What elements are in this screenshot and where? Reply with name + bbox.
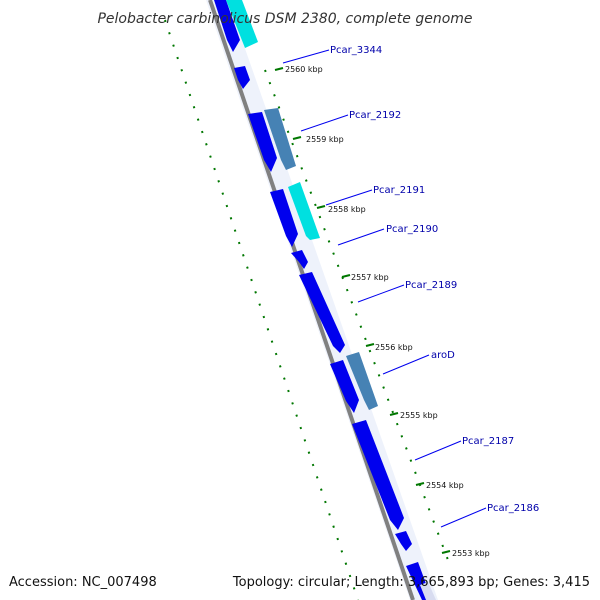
leader-line [337,228,385,246]
leader-line [382,354,430,375]
gene-labels: Pcar_3344 Pcar_2192 Pcar_2191 Pcar_2190 … [330,45,539,514]
kbp-label: 2557 kbp [351,273,389,282]
inner-dotted-ring [264,69,449,561]
leader-line [282,49,330,64]
gene-arrow-forward [270,189,298,247]
kbp-tick [316,205,326,209]
kbp-label: 2559 kbp [306,135,344,144]
kbp-tick [274,67,284,71]
kbp-label: 2554 kbp [426,481,464,490]
gene-label-pcar-2190[interactable]: Pcar_2190 [386,224,438,235]
gene-arrow-reverse [288,182,320,240]
gene-arrow-forward [234,66,250,89]
gene-label-pcar-3344[interactable]: Pcar_3344 [330,45,382,56]
leader-line [300,114,349,132]
accession-text: Accession: NC_007498 [9,575,157,590]
kbp-label: 2556 kbp [375,343,413,352]
kbp-tick [441,550,451,554]
kbp-tick-labels: 2560 kbp 2559 kbp 2558 kbp 2557 kbp 2556… [285,65,490,558]
gene-label-arod[interactable]: aroD [431,350,455,361]
kbp-tick-marks [274,67,451,554]
gene-features [214,0,436,600]
gene-arrow-forward [299,272,345,353]
gene-label-pcar-2192[interactable]: Pcar_2192 [349,110,401,121]
inner-dotted-ring-line [264,69,449,561]
gene-label-pcar-2189[interactable]: Pcar_2189 [405,280,457,291]
kbp-tick [341,274,351,278]
gene-arrow-forward [352,420,404,530]
kbp-label: 2558 kbp [328,205,366,214]
gene-arrow-faded [420,582,436,600]
kbp-label: 2555 kbp [400,411,438,420]
gene-label-pcar-2187[interactable]: Pcar_2187 [462,436,514,447]
label-leader-lines [282,49,487,528]
genome-summary-text: Topology: circular; Length: 3,665,893 bp… [232,575,590,590]
gene-arrow-other [264,108,296,170]
kbp-tick [415,482,425,486]
kbp-tick [389,412,399,416]
kbp-label: 2560 kbp [285,65,323,74]
leader-line [440,507,487,528]
map-title: Pelobacter carbinolicus DSM 2380, comple… [97,11,472,27]
leader-line [357,284,405,303]
gene-label-pcar-2191[interactable]: Pcar_2191 [373,185,425,196]
gene-arrow-forward [330,360,359,413]
kbp-label: 2553 kbp [452,549,490,558]
leader-line [325,189,373,206]
leader-line [414,440,462,461]
kbp-tick [365,343,375,347]
gene-arrow-forward [214,0,240,52]
gene-arrow-reverse [226,0,258,48]
gene-arrow-forward [291,250,308,269]
kbp-tick [292,136,302,140]
gene-arrow-forward [248,112,277,172]
gene-label-pcar-2186[interactable]: Pcar_2186 [487,503,539,514]
gene-arrow-forward [395,531,412,551]
gene-arrow-other [346,352,378,410]
